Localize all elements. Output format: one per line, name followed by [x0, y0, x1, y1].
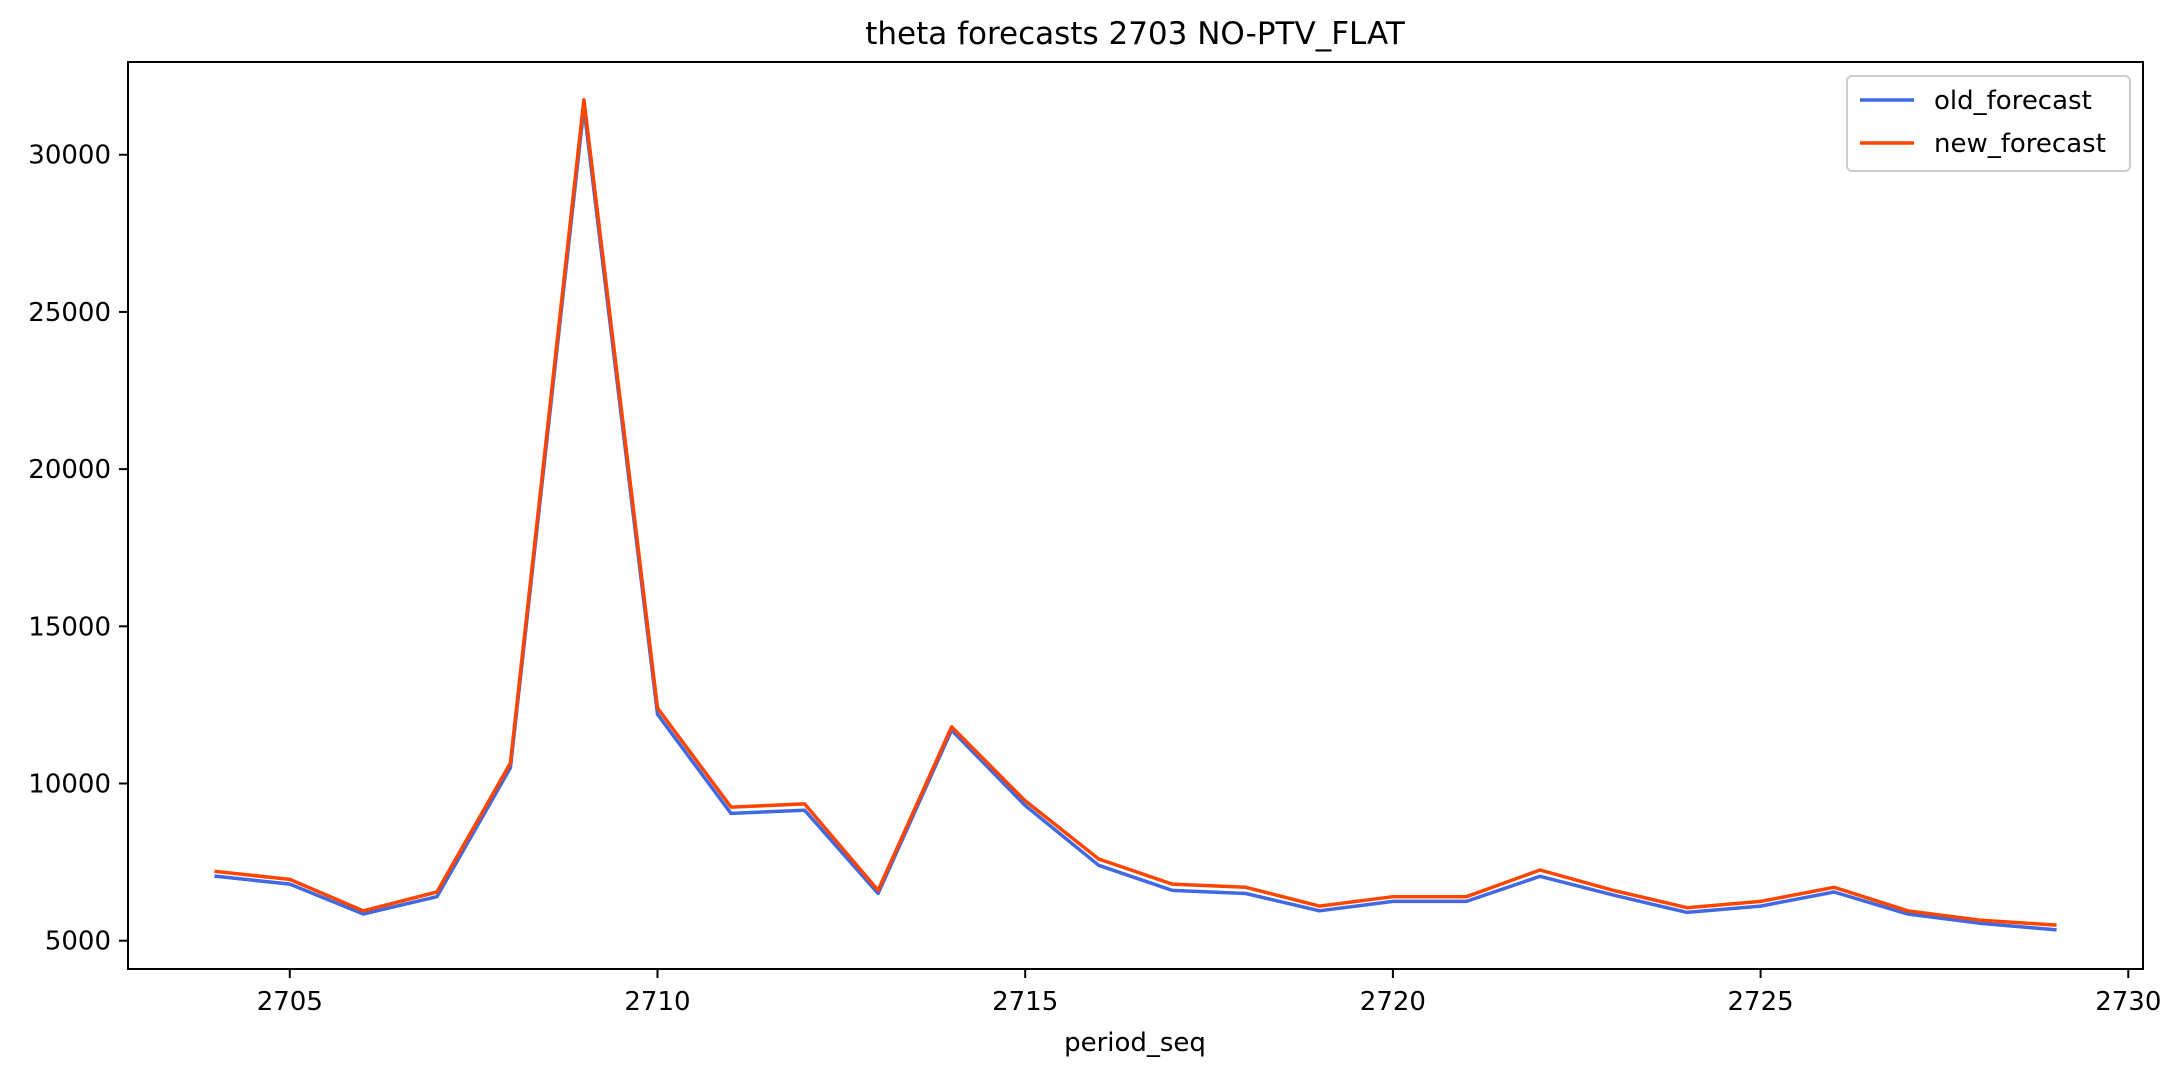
- y-tick-label: 10000: [28, 770, 111, 800]
- y-tick-label: 15000: [28, 612, 111, 642]
- plot-area-frame: [127, 61, 2144, 970]
- legend-box: [1846, 75, 2131, 172]
- x-tick-label: 2730: [2095, 987, 2161, 1017]
- chart-title: theta forecasts 2703 NO-PTV_FLAT: [865, 16, 1406, 52]
- legend: old_forecast new_forecast: [1846, 75, 2131, 172]
- series-lines: [214, 97, 2057, 932]
- legend-label-new-forecast: new_forecast: [1934, 129, 2106, 159]
- y-axis: 5000 10000 15000 20000 25000 30000: [28, 141, 128, 957]
- series-line-new-forecast: [214, 97, 2057, 927]
- x-tick-label: 2715: [992, 987, 1058, 1017]
- x-tick-label: 2720: [1360, 987, 1426, 1017]
- x-tick-label: 2705: [257, 987, 323, 1017]
- x-tick-label: 2725: [1728, 987, 1794, 1017]
- y-tick-label: 5000: [45, 927, 111, 957]
- legend-label-old-forecast: old_forecast: [1934, 86, 2092, 116]
- x-tick-label: 2710: [624, 987, 690, 1017]
- x-axis-label: period_seq: [1064, 1028, 1206, 1058]
- y-tick-label: 20000: [28, 455, 111, 485]
- x-axis: 2705 2710 2715 2720 2725 2730: [257, 969, 2161, 1017]
- y-tick-label: 25000: [28, 298, 111, 328]
- y-tick-label: 30000: [28, 141, 111, 171]
